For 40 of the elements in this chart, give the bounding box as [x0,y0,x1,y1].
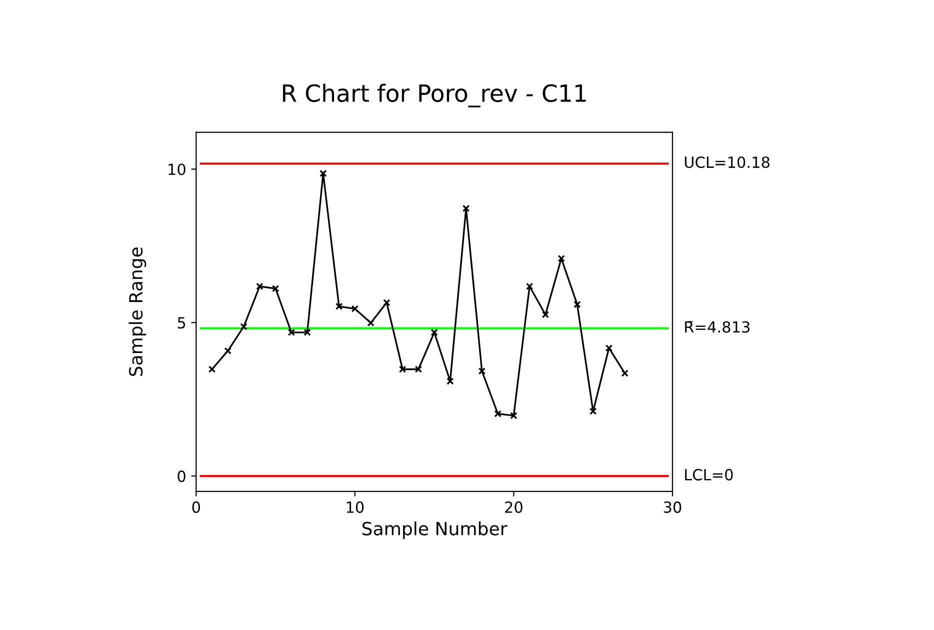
point [272,284,280,292]
point [367,319,374,327]
point [320,170,327,178]
point [224,347,232,354]
chart-title: R Chart for Poro_rev - C11 [283,84,586,108]
y-axis-title: Sample Range [128,247,146,376]
point [605,344,613,352]
x-tick-label: 0 [192,501,200,513]
point [478,367,486,375]
x-tick-label: 30 [664,501,682,513]
point [335,302,343,310]
ref-line-label: R̄=4.813 [685,321,750,333]
y-tick-label: 5 [178,317,186,329]
ref-line-label: UCL=10.18 [684,156,770,168]
x-tick-label: 20 [505,501,522,513]
point [208,366,216,373]
y-tick-label: 10 [168,164,186,176]
x-axis-title: Sample Number [362,521,508,539]
point [256,282,264,290]
point [542,311,550,318]
point [494,410,502,418]
x-tick-label: 10 [346,501,364,513]
point [351,305,359,312]
point [589,408,597,415]
point [383,299,390,306]
point [462,204,470,212]
point [288,328,296,336]
point [398,366,406,373]
point [430,328,438,336]
point [510,412,518,420]
point [240,322,248,330]
point [621,370,628,377]
y-tick-label: 0 [178,470,186,482]
point [414,366,422,373]
ref-line-label: LCL=0 [685,468,733,480]
point [526,282,534,290]
point [304,328,311,336]
point [558,254,565,262]
point [574,300,581,308]
point [446,378,454,385]
